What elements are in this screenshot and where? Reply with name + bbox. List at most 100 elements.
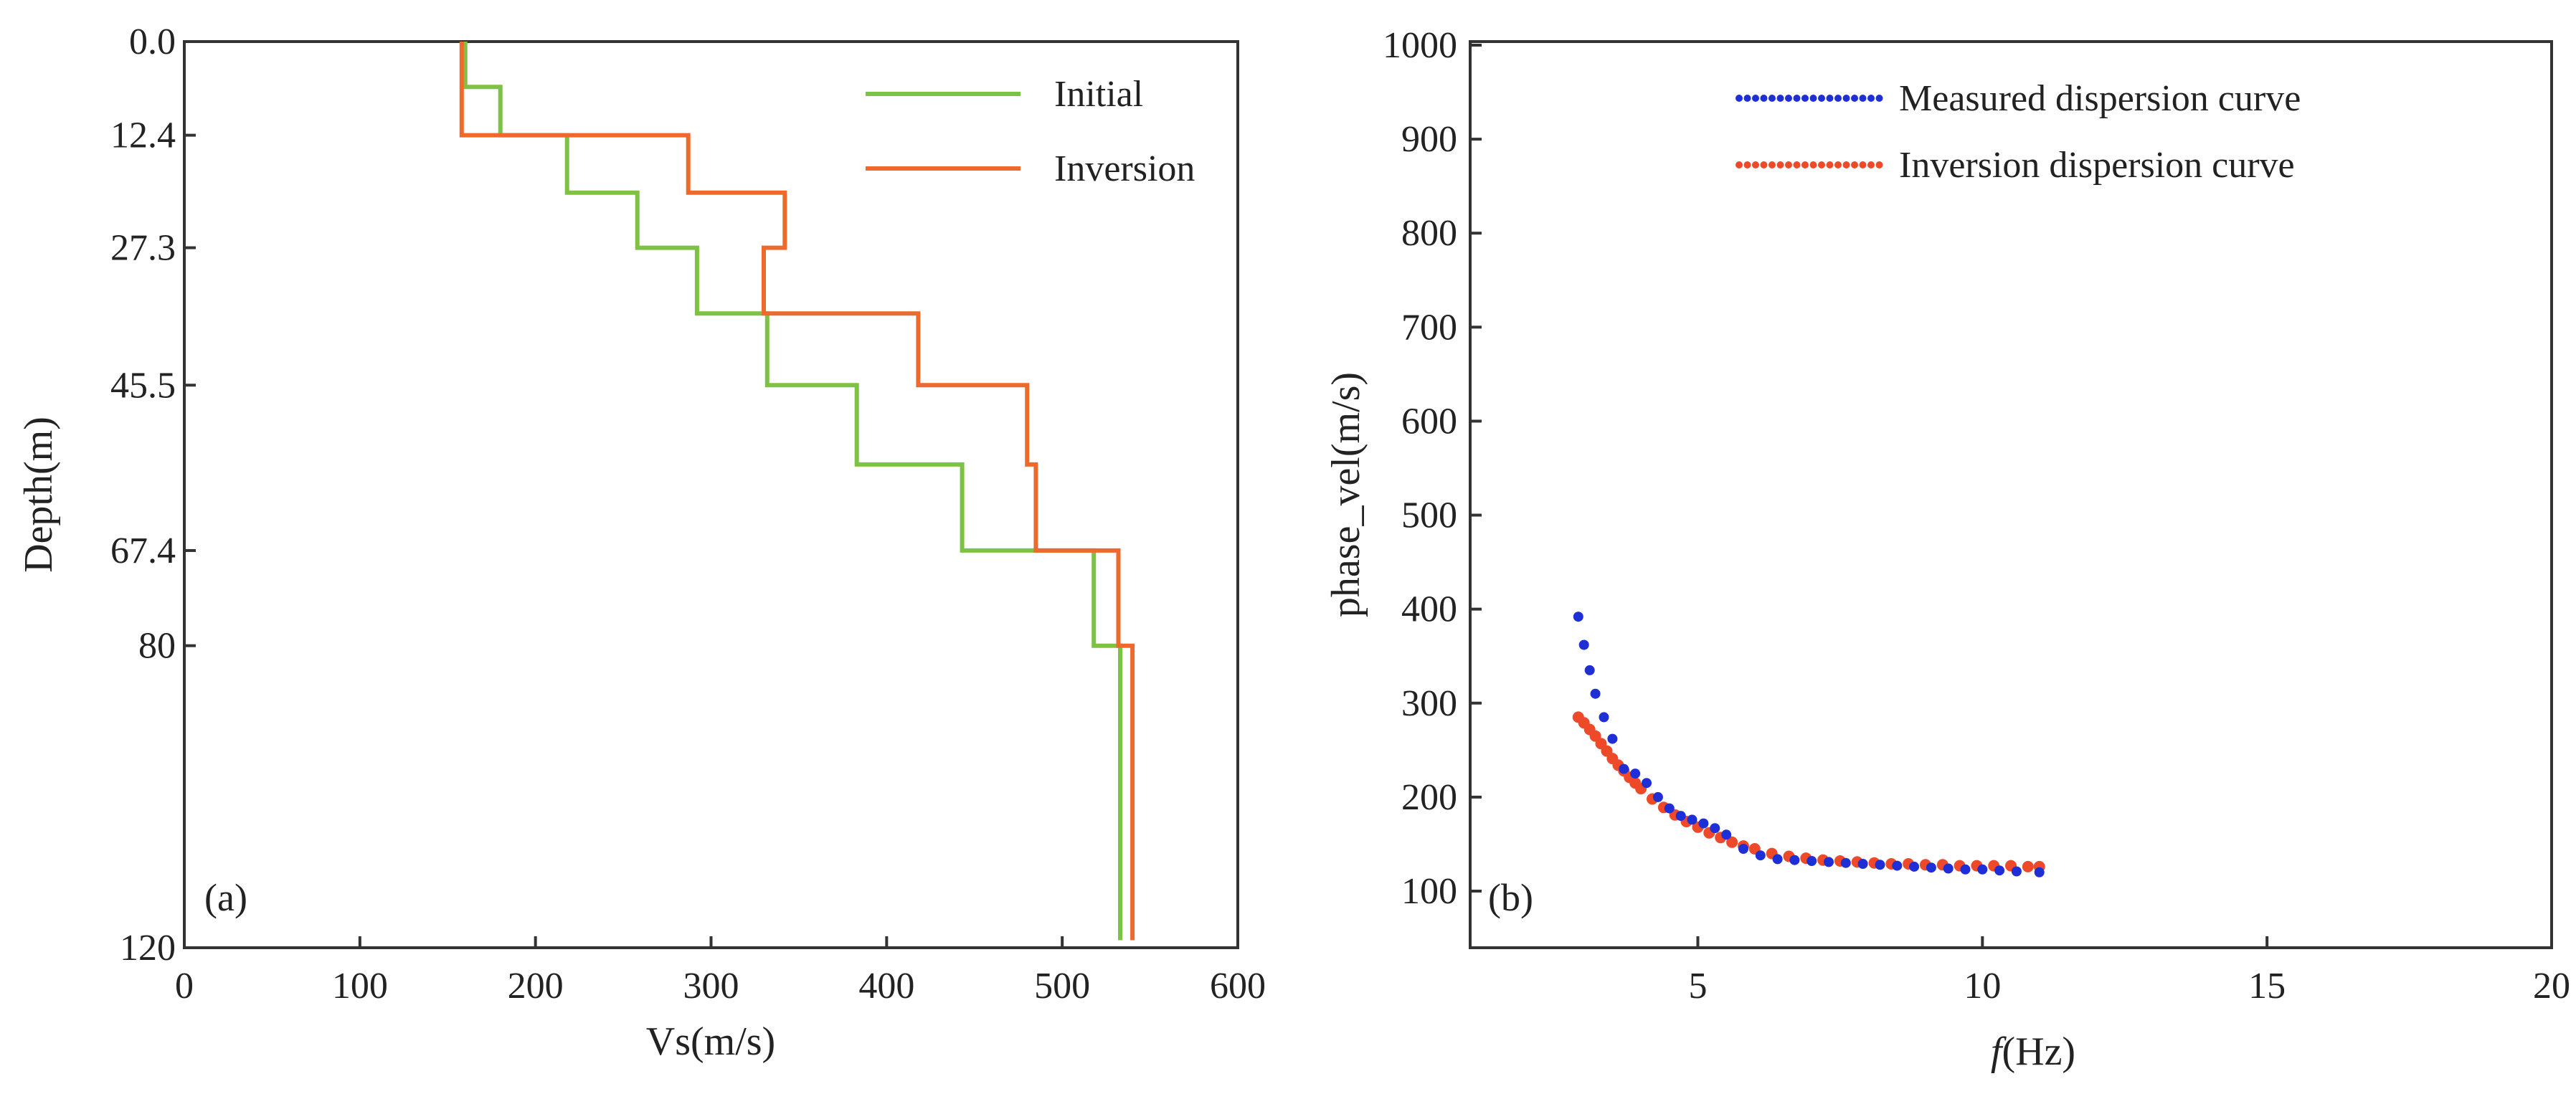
point-measured-dispersion-curve: [1664, 803, 1675, 814]
y-tick-label-b: 500: [1401, 495, 1457, 536]
x-axis-title-a: Vs(m/s): [646, 1019, 775, 1064]
dispersion-curve-chart: 5 10 15 20 100 200 300 400 500 600 700 800 900 1000 M…: [1324, 25, 2570, 1074]
legend-dot-measured-dispersion-curve: [1818, 95, 1825, 102]
point-measured-dispersion-curve: [1977, 864, 1988, 875]
x-tick-label-b: 5: [1688, 966, 1707, 1007]
depth-profile-chart: 0 100 200 300 400 500 600 0.0 12.4 27.3 45.5 67.4 80…: [16, 22, 1266, 1064]
legend-dot-measured-dispersion-curve: [1859, 95, 1867, 102]
legend-label-inversion-dispersion-curve: Inversion dispersion curve: [1899, 145, 2295, 186]
point-measured-dispersion-curve: [1578, 639, 1589, 650]
y-tick-label-a: 67.4: [110, 531, 176, 571]
panel-label-b: (b): [1488, 876, 1533, 919]
point-measured-dispersion-curve: [1994, 865, 2005, 876]
plot-frame-b: [1469, 40, 2553, 949]
point-measured-dispersion-curve: [1619, 763, 1629, 774]
series-group-b: [1572, 612, 2045, 877]
x-tick-label-a: 100: [332, 966, 388, 1007]
legend-dot-measured-dispersion-curve: [1875, 95, 1883, 102]
legend-dot-measured-dispersion-curve: [1793, 95, 1801, 102]
point-measured-dispersion-curve: [1599, 712, 1609, 723]
point-measured-dispersion-curve: [1840, 857, 1851, 868]
x-tick-label-a: 200: [508, 966, 564, 1007]
y-tick-label-b: 400: [1401, 589, 1457, 630]
point-measured-dispersion-curve: [1772, 854, 1783, 865]
point-measured-dispersion-curve: [1875, 860, 1885, 870]
legend-swatch-inversion-dispersion-curve: [1736, 161, 1883, 168]
point-measured-dispersion-curve: [1573, 612, 1583, 622]
legend-dot-inversion-dispersion-curve: [1826, 161, 1834, 168]
x-axis-title-b-unit: (Hz): [2002, 1029, 2075, 1074]
legend-dot-inversion-dispersion-curve: [1834, 161, 1842, 168]
point-measured-dispersion-curve: [1806, 856, 1817, 866]
legend-dot-measured-dispersion-curve: [1785, 95, 1792, 102]
x-axis-title-b: f(Hz): [1991, 1029, 2075, 1074]
legend-dot-inversion-dispersion-curve: [1867, 161, 1875, 168]
panel-label-a: (a): [204, 876, 247, 919]
y-tick-label-b: 200: [1401, 777, 1457, 818]
legend-dot-inversion-dispersion-curve: [1743, 161, 1751, 168]
legend-dot-inversion-dispersion-curve: [1736, 161, 1743, 168]
legend-dot-inversion-dispersion-curve: [1875, 161, 1883, 168]
axes-group-a: 0 100 200 300 400 500 600 0.0 12.4 27.3 45.5 67.4 80…: [110, 22, 1266, 1007]
point-measured-dispersion-curve: [1943, 863, 1954, 874]
y-tick-label-b: 1000: [1383, 25, 1457, 66]
legend-label-inversion: Inversion: [1054, 148, 1195, 189]
y-tick-label-a: 0.0: [129, 22, 176, 62]
point-measured-dispersion-curve: [1721, 829, 1732, 840]
point-measured-dispersion-curve: [1675, 811, 1686, 822]
y-tick-label-a: 12.4: [110, 115, 176, 156]
point-inversion-dispersion-curve: [1726, 836, 1738, 848]
point-measured-dispersion-curve: [1926, 862, 1936, 873]
legend-dot-measured-dispersion-curve: [1826, 95, 1834, 102]
series-group-a: [459, 42, 1135, 941]
y-axis-title-b: phase_vel(m/s): [1324, 372, 1368, 617]
point-measured-dispersion-curve: [1960, 864, 1971, 875]
y-tick-label-b: 900: [1401, 119, 1457, 160]
y-tick-label-a: 120: [120, 928, 176, 969]
x-tick-label-a: 300: [683, 966, 739, 1007]
point-measured-dispersion-curve: [1892, 860, 1903, 871]
point-measured-dispersion-curve: [1789, 855, 1800, 865]
legend-dot-measured-dispersion-curve: [1851, 95, 1858, 102]
point-measured-dispersion-curve: [1642, 778, 1652, 789]
legend-dot-measured-dispersion-curve: [1776, 95, 1784, 102]
point-measured-dispersion-curve: [1590, 688, 1601, 699]
legend-dot-measured-dispersion-curve: [1743, 95, 1751, 102]
point-measured-dispersion-curve: [1630, 769, 1641, 779]
x-tick-label-a: 0: [175, 966, 194, 1007]
point-measured-dispersion-curve: [1698, 818, 1709, 829]
x-tick-label-b: 15: [2248, 966, 2286, 1007]
series-line-inversion: [459, 42, 1135, 941]
y-axis-title-a: Depth(m): [16, 417, 61, 573]
x-tick-label-b: 10: [1964, 966, 2001, 1007]
x-tick-label-a: 500: [1034, 966, 1090, 1007]
legend-dot-inversion-dispersion-curve: [1760, 161, 1768, 168]
legend-swatch-measured-dispersion-curve: [1736, 95, 1883, 102]
y-tick-label-b: 600: [1401, 401, 1457, 442]
legend-b: Measured dispersion curve Inversion dispe…: [1736, 78, 2301, 186]
legend-dot-measured-dispersion-curve: [1842, 95, 1850, 102]
point-measured-dispersion-curve: [1909, 861, 1920, 872]
legend-dot-inversion-dispersion-curve: [1776, 161, 1784, 168]
x-tick-label-a: 600: [1210, 966, 1266, 1007]
legend-dot-inversion-dispersion-curve: [1842, 161, 1850, 168]
legend-dot-measured-dispersion-curve: [1768, 95, 1776, 102]
point-measured-dispersion-curve: [1824, 857, 1834, 867]
axes-group-b: 5 10 15 20 100 200 300 400 500 600 700 800 900 1000: [1383, 25, 2570, 1007]
point-measured-dispersion-curve: [1607, 733, 1618, 744]
point-measured-dispersion-curve: [2011, 866, 2022, 877]
legend-dot-inversion-dispersion-curve: [1809, 161, 1817, 168]
legend-dot-inversion-dispersion-curve: [1793, 161, 1801, 168]
y-tick-label-a: 45.5: [110, 365, 176, 406]
point-measured-dispersion-curve: [1738, 844, 1748, 854]
y-tick-label-b: 300: [1401, 683, 1457, 724]
legend-dot-inversion-dispersion-curve: [1859, 161, 1867, 168]
point-measured-dispersion-curve: [1755, 850, 1766, 861]
legend-dot-inversion-dispersion-curve: [1818, 161, 1825, 168]
legend-a: Initial Inversion: [866, 74, 1195, 189]
x-tick-label-a: 400: [858, 966, 914, 1007]
legend-dot-measured-dispersion-curve: [1801, 95, 1809, 102]
point-measured-dispersion-curve: [1857, 859, 1868, 869]
legend-dot-inversion-dispersion-curve: [1785, 161, 1792, 168]
